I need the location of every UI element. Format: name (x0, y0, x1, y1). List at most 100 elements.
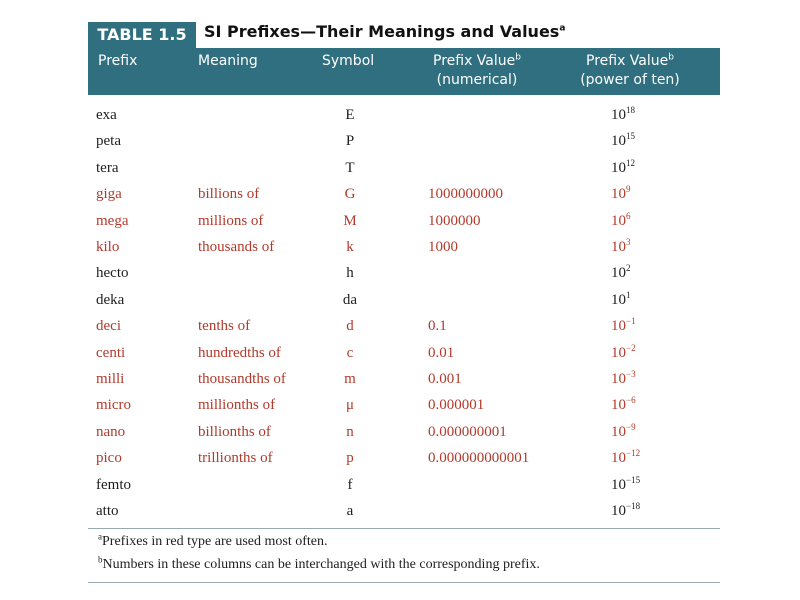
column-header: Prefix (98, 52, 137, 71)
power-base: 10 (611, 107, 626, 123)
power-base: 10 (611, 291, 626, 308)
header-note: b (668, 52, 674, 63)
title-note: a (559, 23, 566, 34)
column-header: Prefix Valueb (numerical) (410, 52, 544, 90)
power-cell: 10−18 (611, 501, 640, 521)
table-title: SI Prefixes—Their Meanings and Valuesa (204, 22, 565, 48)
numerical-cell: 0.000000000001 (428, 450, 530, 467)
power-exponent: −2 (626, 342, 636, 353)
header-text: Meaning (198, 53, 258, 69)
symbol-cell: h (346, 265, 354, 282)
prefix-cell: atto (96, 503, 119, 519)
power-cell: 10−1 (611, 316, 636, 336)
power-cell: 1015 (611, 131, 635, 151)
prefix-cell: micro (96, 397, 131, 414)
header-note: b (515, 52, 521, 63)
header-text: Prefix (98, 53, 138, 69)
meaning-cell: hundredths of (198, 344, 281, 361)
power-exponent: 2 (626, 263, 631, 274)
prefix-cell: mega (96, 212, 129, 229)
prefix-cell: hecto (96, 265, 129, 282)
power-exponent: 12 (626, 157, 635, 168)
power-exponent: 9 (626, 184, 631, 195)
power-exponent: −15 (626, 474, 641, 485)
symbol-cell: a (346, 503, 354, 519)
numerical-cell: 0.000001 (428, 397, 485, 414)
power-cell: 1018 (611, 105, 635, 125)
power-cell: 106 (611, 211, 631, 231)
prefix-cell: milli (96, 371, 125, 387)
symbol-cell: c (346, 344, 354, 361)
power-cell: 10−2 (611, 343, 636, 363)
prefix-cell: deci (96, 318, 121, 335)
prefix-cell: kilo (96, 239, 120, 255)
power-cell: 10−12 (611, 448, 640, 468)
meaning-cell: millionths of (198, 397, 276, 414)
power-cell: 103 (611, 237, 631, 257)
symbol-cell: m (344, 371, 356, 387)
symbol-cell: μ (345, 397, 355, 414)
numerical-cell: 0.001 (428, 371, 462, 387)
numerical-cell: 1000000000 (428, 186, 503, 203)
header-sub: (power of ten) (580, 72, 680, 88)
symbol-cell: T (345, 159, 355, 176)
power-exponent: 1 (626, 289, 631, 300)
meaning-cell: billionths of (198, 423, 271, 440)
power-base: 10 (611, 318, 626, 335)
power-exponent: −3 (626, 369, 636, 379)
power-cell: 1012 (611, 158, 635, 178)
power-exponent: −18 (626, 501, 641, 511)
power-exponent: 18 (626, 105, 635, 115)
power-base: 10 (611, 239, 626, 255)
meaning-cell: tenths of (198, 318, 251, 335)
symbol-cell: f (347, 476, 353, 493)
symbol-cell: k (346, 239, 354, 255)
prefix-cell: tera (96, 159, 119, 176)
power-exponent: 3 (626, 237, 631, 247)
power-cell: 109 (611, 184, 631, 204)
power-base: 10 (611, 212, 626, 229)
power-cell: 102 (611, 263, 631, 283)
power-base: 10 (611, 423, 626, 440)
prefix-cell: exa (96, 107, 117, 123)
prefix-cell: pico (96, 450, 122, 467)
power-base: 10 (611, 450, 626, 467)
symbol-cell: G (344, 186, 356, 203)
numerical-cell: 0.1 (428, 318, 447, 335)
numerical-cell: 0.01 (428, 344, 455, 361)
symbol-cell: p (346, 450, 354, 467)
footnote-text: Prefixes in red type are used most often… (102, 534, 328, 549)
table-label: TABLE 1.5 (88, 22, 196, 48)
column-header: Symbol (322, 52, 374, 71)
power-cell: 10−15 (611, 475, 640, 495)
power-exponent: −6 (626, 395, 636, 406)
power-cell: 101 (611, 290, 631, 310)
footnote-mark: a (98, 531, 102, 542)
symbol-cell: n (346, 423, 354, 440)
prefix-cell: centi (96, 344, 126, 361)
column-header: Prefix Valueb (power of ten) (565, 52, 695, 90)
footnote-text: Numbers in these columns can be intercha… (102, 557, 540, 572)
power-cell: 10−6 (611, 395, 636, 415)
header-text: Symbol (322, 53, 375, 69)
meaning-cell: millions of (198, 212, 264, 229)
numerical-cell: 1000000 (428, 212, 481, 229)
power-exponent: 6 (626, 210, 631, 221)
meaning-cell: trillionths of (198, 450, 273, 467)
numerical-cell: 1000 (428, 239, 458, 255)
prefix-cell: peta (96, 133, 121, 150)
power-cell: 10−9 (611, 422, 636, 442)
power-exponent: 15 (626, 131, 635, 142)
symbol-cell: P (345, 133, 355, 150)
header-band (88, 48, 720, 95)
divider (88, 528, 720, 529)
meaning-cell: thousandths of (198, 371, 286, 387)
symbol-cell: da (342, 291, 358, 308)
column-header: Meaning (198, 52, 258, 71)
power-exponent: −12 (626, 448, 641, 459)
power-base: 10 (611, 344, 626, 361)
symbol-cell: E (345, 107, 355, 123)
footnote-mark: b (98, 554, 103, 565)
power-base: 10 (611, 159, 626, 176)
